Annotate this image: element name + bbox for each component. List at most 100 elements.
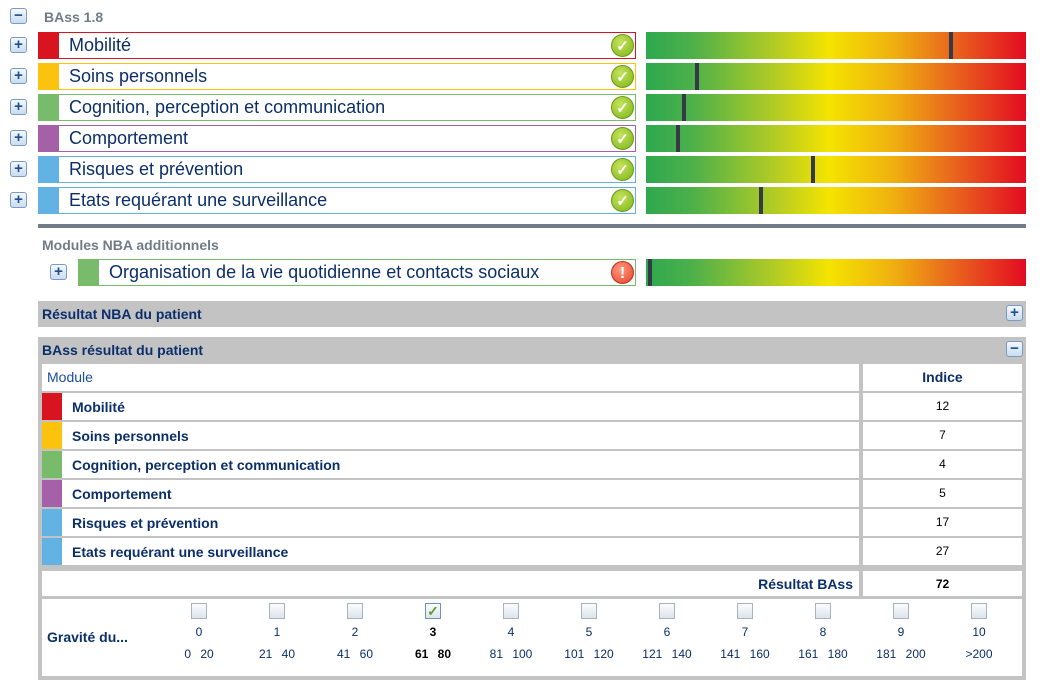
additional-modules-title: Modules NBA additionnels bbox=[42, 237, 219, 253]
module-color-swatch bbox=[39, 33, 59, 58]
expand-module-button[interactable]: + bbox=[10, 37, 27, 53]
module-row[interactable]: Etats requérant une surveillance ✓ bbox=[38, 187, 636, 214]
gravity-option: 8 161 180 bbox=[788, 599, 858, 661]
module-row[interactable]: Cognition, perception et communication ✓ bbox=[38, 94, 636, 121]
module-name: Comportement bbox=[72, 486, 172, 502]
module-label: Etats requérant une surveillance bbox=[69, 190, 328, 210]
collapse-bass-result-button[interactable]: − bbox=[1006, 341, 1023, 357]
module-label: Organisation de la vie quotidienne et co… bbox=[109, 262, 540, 282]
check-icon: ✓ bbox=[611, 34, 634, 57]
module-name: Soins personnels bbox=[72, 428, 189, 444]
expand-module-button[interactable]: + bbox=[10, 99, 27, 115]
gravity-range: 101 120 bbox=[564, 647, 614, 661]
module-cell: Etats requérant une surveillance bbox=[42, 538, 859, 565]
nba-result-title: Résultat NBA du patient bbox=[42, 306, 202, 322]
gravity-range: >200 bbox=[965, 647, 993, 661]
gravity-level: 7 bbox=[741, 625, 749, 639]
gravity-range: 161 180 bbox=[798, 647, 848, 661]
expand-organisation-button[interactable]: + bbox=[50, 264, 67, 280]
gravity-checkbox[interactable] bbox=[581, 603, 597, 619]
gravity-option: 10 >200 bbox=[944, 599, 1014, 661]
severity-bar bbox=[646, 94, 1026, 121]
expand-module-button[interactable]: + bbox=[10, 161, 27, 177]
module-name: Etats requérant une surveillance bbox=[72, 544, 289, 560]
check-icon: ✓ bbox=[611, 127, 634, 150]
module-color-swatch bbox=[42, 393, 62, 420]
gravity-level: 1 bbox=[273, 625, 281, 639]
gravity-checkbox[interactable] bbox=[893, 603, 909, 619]
module-color-swatch bbox=[39, 64, 59, 89]
gravity-level: 3 bbox=[429, 625, 437, 639]
gravity-range: 41 60 bbox=[336, 647, 374, 661]
gravity-range: 181 200 bbox=[876, 647, 926, 661]
indice-value: 7 bbox=[863, 422, 1022, 449]
severity-bar bbox=[646, 259, 1026, 286]
gravity-checkbox[interactable] bbox=[191, 603, 207, 619]
gravity-checkbox[interactable] bbox=[971, 603, 987, 619]
gravity-range: 81 100 bbox=[489, 647, 533, 661]
check-icon: ✓ bbox=[611, 65, 634, 88]
module-row[interactable]: Risques et prévention ✓ bbox=[38, 156, 636, 183]
gravity-checkbox[interactable] bbox=[815, 603, 831, 619]
module-color-swatch bbox=[39, 188, 59, 213]
result-bass-label: Résultat BAss bbox=[42, 571, 859, 596]
module-row[interactable]: Mobilité ✓ bbox=[38, 32, 636, 59]
gravity-level: 4 bbox=[507, 625, 515, 639]
expand-module-button[interactable]: + bbox=[10, 192, 27, 208]
module-label: Soins personnels bbox=[69, 66, 208, 86]
nba-result-section: Résultat NBA du patient + bbox=[38, 301, 1026, 327]
bass-result-table: Module Indice Mobilité 1 2 Soins personne… bbox=[38, 362, 1026, 680]
gravity-checkbox[interactable] bbox=[737, 603, 753, 619]
severity-marker bbox=[676, 125, 681, 152]
module-row[interactable]: Soins personnels ✓ bbox=[38, 63, 636, 90]
module-label: Mobilité bbox=[69, 35, 132, 55]
severity-bar bbox=[646, 125, 1026, 152]
gravity-checkbox[interactable] bbox=[269, 603, 285, 619]
severity-bar bbox=[646, 187, 1026, 214]
module-name: Mobilité bbox=[72, 399, 125, 415]
gravity-level: 2 bbox=[351, 625, 359, 639]
gravity-level: 5 bbox=[585, 625, 593, 639]
module-label: Cognition, perception et communication bbox=[69, 97, 386, 117]
check-icon: ✓ bbox=[611, 189, 634, 212]
expand-nba-result-button[interactable]: + bbox=[1006, 305, 1023, 321]
gravity-option: 4 81 100 bbox=[476, 599, 546, 661]
module-color-swatch bbox=[79, 260, 99, 285]
gravity-checkbox[interactable] bbox=[503, 603, 519, 619]
module-label: Comportement bbox=[69, 128, 189, 148]
gravity-checkbox[interactable]: ✓ bbox=[425, 603, 441, 619]
severity-marker bbox=[682, 94, 687, 121]
gravity-option: 0 0 20 bbox=[164, 599, 234, 661]
module-color-swatch bbox=[39, 126, 59, 151]
module-organisation[interactable]: Organisation de la vie quotidienne et co… bbox=[78, 259, 636, 286]
collapse-bass-button[interactable]: − bbox=[10, 8, 27, 24]
gravity-option: 6 121 140 bbox=[632, 599, 702, 661]
bass-result-section: BAss résultat du patient − bbox=[38, 337, 1026, 363]
column-header-module: Module bbox=[42, 364, 859, 391]
gravity-label: Gravité du... bbox=[47, 629, 128, 645]
warning-icon: ! bbox=[611, 261, 634, 284]
module-cell: Comportement bbox=[42, 480, 859, 507]
gravity-level: 0 bbox=[195, 625, 203, 639]
severity-bar bbox=[646, 32, 1026, 59]
gravity-option: 5 101 120 bbox=[554, 599, 624, 661]
gravity-level: 9 bbox=[897, 625, 905, 639]
module-color-swatch bbox=[42, 422, 62, 449]
module-row[interactable]: Comportement ✓ bbox=[38, 125, 636, 152]
gravity-level: 6 bbox=[663, 625, 671, 639]
check-icon: ✓ bbox=[611, 158, 634, 181]
expand-module-button[interactable]: + bbox=[10, 68, 27, 84]
gravity-checkbox[interactable] bbox=[659, 603, 675, 619]
module-cell: Soins personnels bbox=[42, 422, 859, 449]
bass-result-title: BAss résultat du patient bbox=[42, 342, 204, 358]
column-header-indice: Indice bbox=[863, 364, 1022, 391]
gravity-range: 21 40 bbox=[258, 647, 296, 661]
module-color-swatch bbox=[42, 480, 62, 507]
module-label: Risques et prévention bbox=[69, 159, 244, 179]
indice-value: 4 bbox=[863, 451, 1022, 478]
gravity-range: 121 140 bbox=[642, 647, 692, 661]
expand-module-button[interactable]: + bbox=[10, 130, 27, 146]
gravity-checkbox[interactable] bbox=[347, 603, 363, 619]
gravity-option: 7 141 160 bbox=[710, 599, 780, 661]
module-name: Cognition, perception et communication bbox=[72, 457, 341, 473]
